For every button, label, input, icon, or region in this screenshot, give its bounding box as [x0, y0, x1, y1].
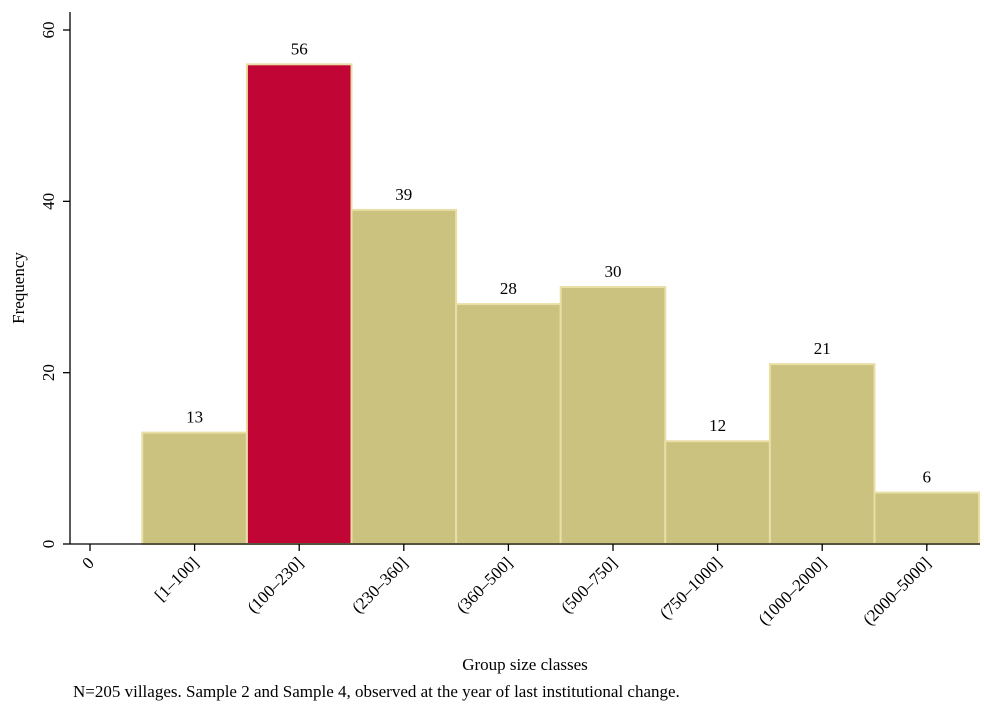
bar-1 [141, 431, 248, 546]
x-tick-label-6: (750–1000] [656, 553, 726, 623]
bar-7 [768, 363, 876, 545]
data-label-2: 56 [291, 39, 308, 58]
y-tick-label-1: 20 [39, 364, 58, 381]
y-tick-label-2: 40 [39, 193, 58, 210]
x-tick-label-7: (1000–2000] [754, 553, 830, 629]
data-label-8: 6 [923, 468, 932, 487]
y-axis-ticks: 0 20 40 60 [39, 22, 70, 549]
bar-3 [350, 208, 458, 545]
data-label-1: 13 [186, 408, 203, 427]
data-label-5: 30 [605, 262, 622, 281]
bars-group [141, 63, 981, 546]
bar-4 [455, 303, 562, 545]
data-label-4: 28 [500, 279, 517, 298]
x-tick-label-4: (360–500] [453, 553, 517, 617]
x-axis-title: Group size classes [462, 655, 588, 674]
x-tick-label-3: (230–360] [348, 553, 412, 617]
chart-note: N=205 villages. Sample 2 and Sample 4, o… [73, 682, 680, 701]
x-tick-label-2: (100–230] [244, 553, 308, 617]
y-tick-label-0: 0 [39, 540, 58, 549]
x-tick-label-1: [1–100] [151, 553, 202, 604]
x-tick-label-5: (500–750] [557, 553, 621, 617]
bar-6 [664, 440, 771, 546]
bar-5 [559, 286, 667, 545]
y-axis-title: Frequency [9, 252, 28, 324]
bar-2 [245, 63, 353, 546]
x-tick-label-8: (2000–5000] [859, 553, 935, 629]
x-axis-ticks: 0 [1–100] (100–230] (230–360] (360–500] (500–… [78, 544, 935, 629]
data-labels-group: 13 56 39 28 30 12 21 6 [186, 39, 931, 486]
y-tick-label-3: 60 [39, 22, 58, 39]
data-label-7: 21 [814, 339, 831, 358]
data-label-6: 12 [709, 416, 726, 435]
data-label-3: 39 [395, 185, 412, 204]
x-tick-label-0: 0 [78, 553, 97, 572]
histogram-chart: 13 56 39 28 30 12 21 6 0 20 40 60 0 [1–100] (100–230… [9, 12, 981, 674]
bar-8 [873, 491, 981, 546]
